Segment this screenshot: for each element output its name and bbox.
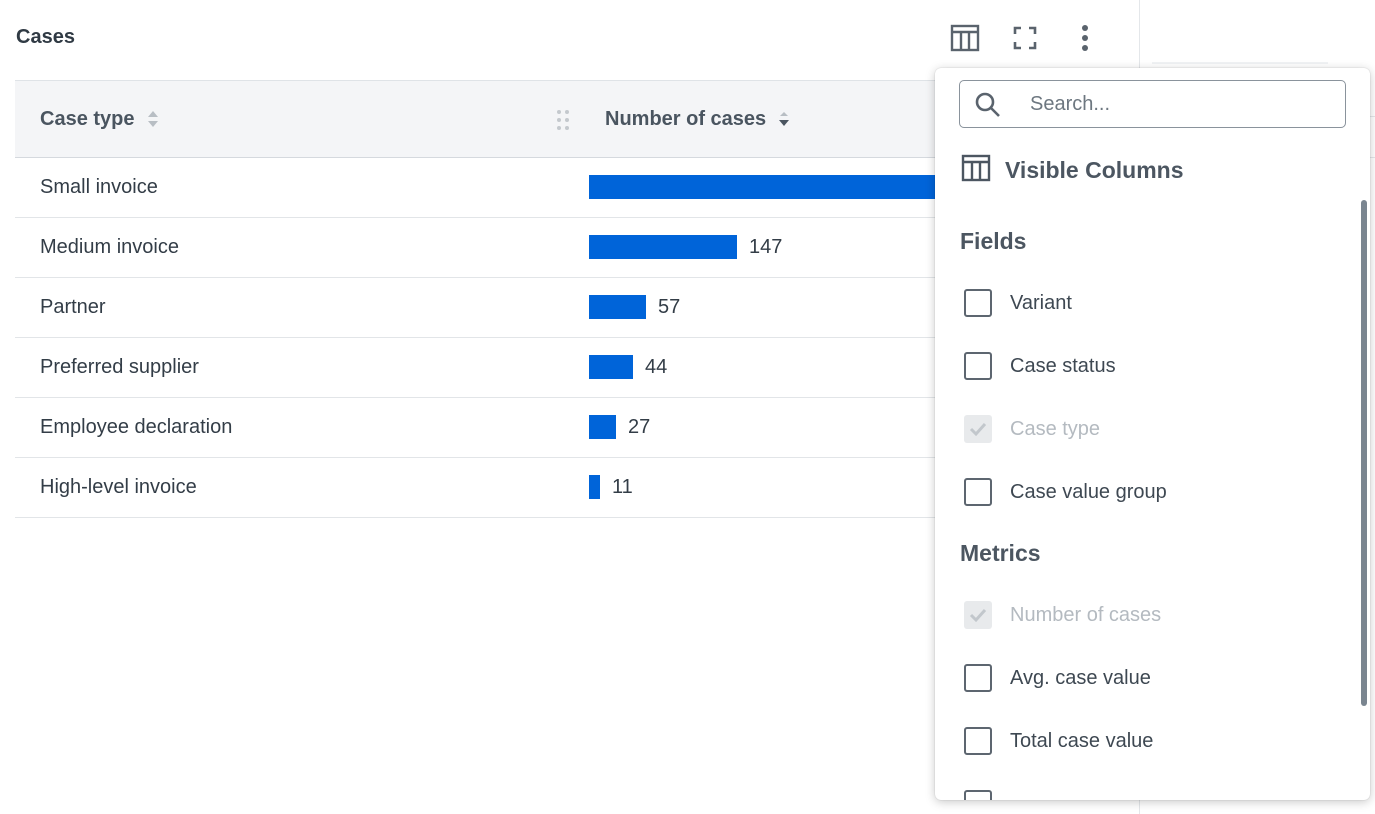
panel-title: Cases <box>16 26 75 48</box>
column-option: Number of cases <box>964 601 1161 629</box>
table-row[interactable]: Small invoice <box>15 158 1130 218</box>
column-option-label: Case value group <box>1010 480 1167 503</box>
count-bar <box>589 475 600 499</box>
case-type-cell: Partner <box>40 296 106 318</box>
search-icon <box>974 91 1002 124</box>
column-option[interactable]: Case status <box>964 352 1116 380</box>
count-label: 27 <box>628 416 651 438</box>
count-bar <box>589 175 949 199</box>
checkbox[interactable] <box>964 664 992 692</box>
table-columns-icon[interactable] <box>949 22 981 54</box>
column-option[interactable]: Variant <box>964 289 1072 317</box>
column-option: Case type <box>964 415 1100 443</box>
checkbox[interactable] <box>964 289 992 317</box>
visible-columns-header: Visible Columns <box>961 154 1184 187</box>
column-option[interactable]: Avg. case value <box>964 664 1151 692</box>
column-option-label: Variant <box>1010 291 1072 314</box>
table-row[interactable]: Preferred supplier 44 <box>15 338 1130 398</box>
count-bar <box>589 415 616 439</box>
table-row[interactable]: Medium invoice 147 <box>15 218 1130 278</box>
count-label: 147 <box>749 236 783 258</box>
table-row[interactable]: Partner 57 <box>15 278 1130 338</box>
fullscreen-icon[interactable] <box>1009 22 1041 54</box>
column-header-label: Case type <box>40 107 135 130</box>
table-row[interactable]: Employee declaration 27 <box>15 398 1130 458</box>
column-option-partial[interactable] <box>964 790 992 800</box>
sort-icon[interactable] <box>147 110 159 128</box>
checkbox-checked <box>964 415 992 443</box>
column-option-label: Total case value <box>1010 729 1154 752</box>
column-option[interactable]: Total case value <box>964 727 1153 755</box>
case-type-cell: High-level invoice <box>40 476 197 498</box>
column-option[interactable]: Case value group <box>964 478 1167 506</box>
checkbox[interactable] <box>964 352 992 380</box>
case-type-cell: Employee declaration <box>40 416 233 438</box>
count-bar <box>589 295 646 319</box>
column-resize-handle[interactable] <box>556 109 570 136</box>
column-option-label: Avg. case value <box>1010 666 1151 689</box>
column-option-label: Case type <box>1010 417 1101 440</box>
search-field[interactable] <box>959 80 1346 128</box>
count-label: 11 <box>612 476 633 498</box>
column-option-label: Number of cases <box>1010 603 1162 626</box>
count-bar <box>589 235 737 259</box>
table-body: Small invoice Medium invoice 147 Partner 57 P… <box>15 158 1130 518</box>
case-type-cell: Small invoice <box>40 176 158 198</box>
column-header-number-of-cases[interactable]: Number of cases <box>605 81 790 157</box>
sort-descending-icon[interactable] <box>778 110 790 128</box>
column-option-label: Case status <box>1010 354 1116 377</box>
fields-section-title: Fields <box>960 228 1027 254</box>
metrics-section-title: Metrics <box>960 540 1041 566</box>
adjacent-panel-edge <box>1152 62 1328 64</box>
count-label: 57 <box>658 296 681 318</box>
case-type-cell: Preferred supplier <box>40 356 199 378</box>
checkmark-icon <box>969 608 987 623</box>
column-header-label: Number of cases <box>605 107 767 130</box>
count-bar <box>589 355 633 379</box>
checkbox[interactable] <box>964 478 992 506</box>
table-row[interactable]: High-level invoice 11 <box>15 458 1130 518</box>
search-input[interactable] <box>1030 89 1330 119</box>
checkmark-icon <box>969 422 987 437</box>
visible-columns-label: Visible Columns <box>1005 157 1184 183</box>
count-label: 44 <box>645 356 668 378</box>
checkbox-checked <box>964 601 992 629</box>
table-columns-icon <box>961 154 991 187</box>
checkbox[interactable] <box>964 790 992 800</box>
more-vertical-icon[interactable] <box>1069 22 1101 54</box>
checkbox[interactable] <box>964 727 992 755</box>
popover-scrollbar[interactable] <box>1361 200 1367 706</box>
case-type-cell: Medium invoice <box>40 236 179 258</box>
column-header-case-type[interactable]: Case type <box>40 81 159 157</box>
visible-columns-popover: Visible Columns Fields Variant Case statu… <box>935 68 1370 800</box>
